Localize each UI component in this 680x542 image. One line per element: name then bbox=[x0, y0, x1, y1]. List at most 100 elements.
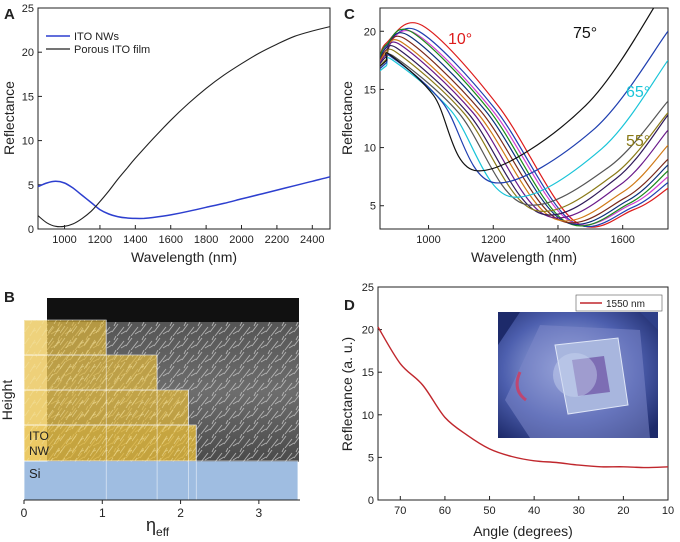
plot-b-ylabel: Height bbox=[0, 380, 15, 421]
xtick-label-c-1: 1200 bbox=[481, 234, 505, 246]
xtick-label-b-0: 0 bbox=[21, 506, 28, 520]
ytick-label-d-0: 0 bbox=[368, 495, 374, 507]
ytick-label-d-4: 20 bbox=[362, 325, 374, 337]
plot-b-xlabel: ηeff bbox=[146, 515, 170, 539]
ytick-label-d-1: 5 bbox=[368, 452, 374, 464]
xtick-label-c-2: 1400 bbox=[546, 234, 570, 246]
xtick-label-c-3: 1600 bbox=[610, 234, 634, 246]
plot-a-legend: ITO NWs Porous ITO film bbox=[46, 31, 150, 56]
panel-a: A 1000 1200 1400 1600 1800 2000 2200 2400 0 5 10 15… bbox=[1, 3, 331, 265]
xtick-label-d-0: 70 bbox=[394, 505, 406, 517]
xtick-label-a-5: 2000 bbox=[229, 234, 253, 246]
series-c-0 bbox=[380, 22, 668, 228]
xtick-label-d-6: 10 bbox=[662, 505, 674, 517]
plot-c-series bbox=[380, 8, 668, 228]
series-c-12 bbox=[380, 30, 668, 184]
xtick-label-a-7: 2400 bbox=[300, 234, 324, 246]
layer-box-0 bbox=[23, 460, 299, 501]
inset-photo bbox=[498, 312, 658, 438]
layer-texture-3 bbox=[24, 355, 158, 390]
ytick-label-c-3: 20 bbox=[364, 26, 376, 38]
layer-texture-4 bbox=[24, 320, 107, 355]
plot-a-ticks: 1000 1200 1400 1600 1800 2000 2200 2400 0 5 10 15 20… bbox=[22, 3, 325, 246]
legend-a-label-ito-nws: ITO NWs bbox=[74, 31, 120, 43]
panel-letter-c: C bbox=[344, 6, 355, 23]
plot-d-ticks: 70 60 50 40 30 20 10 0 5 10 15 20 25 bbox=[362, 282, 674, 517]
series-c-4 bbox=[380, 32, 668, 225]
series-c-8 bbox=[380, 44, 668, 216]
ytick-label-d-5: 25 bbox=[362, 282, 374, 294]
plot-c-xlabel: Wavelength (nm) bbox=[471, 249, 577, 265]
annotation-55-degrees: 55° bbox=[626, 133, 650, 150]
xtick-label-a-1: 1200 bbox=[88, 234, 112, 246]
series-a-0 bbox=[37, 176, 331, 220]
series-c-1 bbox=[380, 27, 668, 228]
plot-a-ylabel: Reflectance bbox=[1, 81, 17, 155]
xtick-label-a-0: 1000 bbox=[52, 234, 76, 246]
panel-c: C 1000 1200 1400 1600 5 10 15 20 10° 75° 65° 55… bbox=[339, 6, 669, 265]
series-a-1 bbox=[37, 26, 331, 228]
ytick-label-c-1: 10 bbox=[364, 143, 376, 155]
ytick-label-c-0: 5 bbox=[370, 201, 376, 213]
series-c-11 bbox=[380, 57, 668, 198]
ytick-label-a-5: 25 bbox=[22, 3, 34, 15]
label-ito-line2: NW bbox=[29, 444, 50, 458]
sem-top-dark bbox=[47, 298, 299, 322]
series-d-0 bbox=[377, 326, 669, 469]
plot-d-xlabel: Angle (degrees) bbox=[473, 523, 573, 539]
plot-b-xlabel-eta: η bbox=[146, 515, 156, 535]
layer-texture-1 bbox=[24, 425, 197, 461]
annotation-65-degrees: 65° bbox=[626, 84, 650, 101]
plot-d-legend: 1550 nm bbox=[575, 294, 663, 312]
ytick-label-c-2: 15 bbox=[364, 84, 376, 96]
plot-c-frame bbox=[379, 7, 669, 230]
ytick-label-a-1: 5 bbox=[28, 180, 34, 192]
series-c-13 bbox=[380, 8, 655, 172]
panel-letter-b: B bbox=[4, 289, 15, 306]
plot-b-ticks: 0 1 2 3 bbox=[21, 500, 263, 520]
label-ito-line1: ITO bbox=[29, 429, 49, 443]
xtick-label-c-0: 1000 bbox=[416, 234, 440, 246]
plot-a-xlabel: Wavelength (nm) bbox=[131, 249, 237, 265]
plot-c-ticks: 1000 1200 1400 1600 5 10 15 20 bbox=[364, 26, 635, 246]
series-c-10 bbox=[380, 53, 668, 206]
xtick-label-d-5: 20 bbox=[617, 505, 629, 517]
xtick-label-b-2: 2 bbox=[177, 506, 184, 520]
plot-a-series bbox=[37, 26, 331, 228]
plot-b-layers bbox=[23, 319, 299, 501]
series-c-5 bbox=[380, 35, 668, 224]
xtick-label-d-4: 30 bbox=[573, 505, 585, 517]
xtick-label-d-3: 40 bbox=[528, 505, 540, 517]
annotation-10-degrees: 10° bbox=[448, 31, 472, 48]
ytick-label-a-4: 20 bbox=[22, 47, 34, 59]
plot-d-series bbox=[377, 326, 669, 469]
xtick-label-b-1: 1 bbox=[99, 506, 106, 520]
xtick-label-a-2: 1400 bbox=[123, 234, 147, 246]
plot-d-ylabel: Reflectance (a. u.) bbox=[339, 337, 355, 451]
xtick-label-a-4: 1800 bbox=[194, 234, 218, 246]
plot-d-frame bbox=[377, 286, 669, 501]
label-si: Si bbox=[29, 466, 41, 481]
ytick-label-d-2: 10 bbox=[362, 410, 374, 422]
xtick-label-a-6: 2200 bbox=[265, 234, 289, 246]
xtick-label-d-1: 60 bbox=[439, 505, 451, 517]
ytick-label-a-0: 0 bbox=[28, 224, 34, 236]
plot-b-xlabel-sub: eff bbox=[156, 525, 170, 539]
ytick-label-a-2: 10 bbox=[22, 136, 34, 148]
legend-d-label: 1550 nm bbox=[606, 299, 645, 310]
xtick-label-b-3: 3 bbox=[256, 506, 263, 520]
xtick-label-a-3: 1600 bbox=[158, 234, 182, 246]
panel-d: D 70 60 50 40 30 20 10 0 5 10 15 20 25 1550 nm Angle… bbox=[339, 282, 674, 539]
ytick-label-d-3: 15 bbox=[362, 367, 374, 379]
annotation-75-degrees: 75° bbox=[573, 25, 597, 42]
legend-a-label-porous-ito: Porous ITO film bbox=[74, 44, 150, 56]
ytick-label-a-3: 15 bbox=[22, 91, 34, 103]
xtick-label-d-2: 50 bbox=[483, 505, 495, 517]
plot-a-frame bbox=[37, 7, 331, 230]
plot-c-ylabel: Reflectance bbox=[339, 81, 355, 155]
panel-letter-a: A bbox=[4, 6, 15, 23]
panel-b: B 0 1 2 3 ITO NW Si Height ηeff bbox=[0, 289, 300, 539]
series-c-3 bbox=[380, 28, 668, 227]
panel-letter-d: D bbox=[344, 297, 355, 314]
